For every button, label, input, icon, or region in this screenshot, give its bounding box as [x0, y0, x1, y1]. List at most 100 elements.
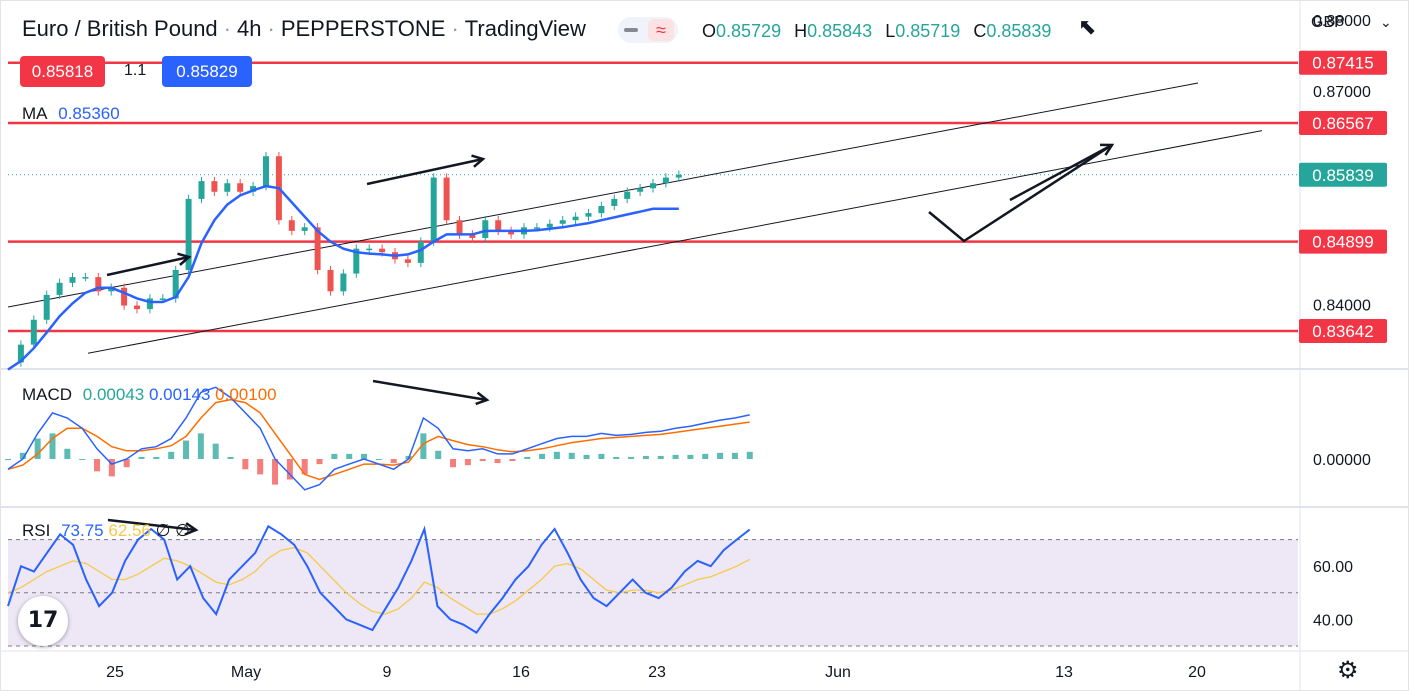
candle-body — [546, 223, 553, 228]
macd-histogram-bar — [79, 459, 86, 460]
projection-arrow — [1009, 143, 1113, 202]
market-status-toggle[interactable]: ≈ — [618, 17, 678, 43]
macd-axis-tick: 0.00000 — [1313, 452, 1371, 469]
candle-body — [211, 181, 218, 192]
macd-histogram-bar — [257, 459, 264, 475]
macd-histogram-bar — [539, 453, 546, 459]
macd-line — [7, 386, 750, 491]
divergence-arrow-head — [471, 154, 486, 168]
level-price-label — [1299, 229, 1387, 254]
candle-body — [404, 259, 411, 263]
currency-label[interactable]: GBP — [1311, 14, 1345, 31]
low-value: 0.85719 — [895, 21, 961, 41]
macd-histogram-bar — [717, 452, 724, 459]
low-label: L — [885, 21, 896, 41]
candle-body — [585, 213, 592, 217]
divergence-arrow — [366, 157, 484, 186]
rsi-ma-value: 62.56 — [108, 521, 151, 540]
rsi-name: RSI — [22, 521, 51, 540]
tradingview-logo-icon[interactable]: 17 — [18, 596, 68, 646]
macd-histogram-bar — [702, 453, 709, 459]
candle-body — [159, 298, 166, 300]
macd-divergence-arrow-head — [475, 391, 490, 406]
candle-body — [95, 277, 102, 292]
macd-histogram-bar — [524, 456, 531, 459]
macd-histogram-bar — [138, 456, 145, 459]
macd-histogram-bar — [553, 451, 560, 459]
macd-histogram-bar — [242, 459, 249, 470]
macd-histogram-bar — [583, 454, 590, 459]
macd-histogram-bar — [464, 459, 471, 466]
ma-legend[interactable]: MA 0.85360 — [22, 104, 120, 124]
macd-histogram-bar — [123, 459, 130, 468]
candle-body — [559, 220, 566, 224]
platform: TradingView — [464, 16, 586, 41]
mouse-pointer-icon: ⬉ — [1078, 14, 1097, 39]
macd-histogram-bar — [657, 455, 664, 459]
candle-body — [288, 220, 295, 231]
macd-histogram-bar — [108, 459, 115, 477]
gear-icon[interactable]: ⚙ — [1337, 657, 1359, 684]
macd-histogram-bar — [94, 459, 101, 472]
candle-body — [662, 177, 669, 184]
macd-histogram-bar — [361, 453, 368, 459]
sell-button[interactable]: 0.85818 — [20, 56, 105, 87]
macd-histogram-bar — [479, 459, 486, 462]
macd-histogram-bar — [613, 456, 620, 459]
macd-histogram-bar — [286, 459, 293, 480]
moving-average-line — [7, 184, 679, 371]
macd-histogram-bar — [435, 450, 442, 459]
candle-body — [56, 282, 63, 295]
candle-body — [379, 248, 386, 253]
macd-histogram-bar — [420, 433, 427, 459]
time-axis-tick: 9 — [383, 664, 392, 681]
candle-body — [172, 270, 179, 299]
macd-histogram-bar — [19, 452, 26, 459]
last-price-text: 0.85839 — [1312, 166, 1373, 185]
macd-histogram-bar — [598, 453, 605, 459]
macd-histogram-bar — [509, 459, 516, 462]
spread-value: 1.1 — [124, 62, 147, 79]
rsi-empty-values: ∅ ∅ — [155, 521, 190, 540]
candle-body — [417, 241, 424, 263]
candle-body — [675, 174, 682, 178]
macd-line-value: 0.00143 — [148, 385, 211, 404]
rsi-value: 73.75 — [61, 521, 104, 540]
macd-histogram-bar — [346, 453, 353, 459]
candle-body — [624, 191, 631, 199]
ma-value: 0.85360 — [58, 104, 120, 123]
macd-histogram-bar — [672, 454, 679, 459]
time-axis-tick: Jun — [825, 664, 851, 681]
chevron-down-icon[interactable]: ⌄ — [1380, 14, 1392, 30]
rsi-axis-tick: 40.00 — [1313, 612, 1353, 629]
interval[interactable]: 4h — [237, 16, 262, 41]
buy-button[interactable]: 0.85829 — [162, 56, 252, 87]
rsi-legend[interactable]: RSI 73.75 62.56 ∅ ∅ — [22, 521, 190, 541]
macd-histogram-bar — [301, 459, 308, 475]
candle-body — [456, 220, 463, 235]
macd-legend[interactable]: MACD 0.00043 0.00143 0.00100 — [22, 385, 277, 405]
macd-histogram-bar — [494, 459, 501, 464]
separator: · — [451, 16, 459, 41]
candle-body — [121, 287, 128, 306]
time-axis-tick: 23 — [648, 664, 666, 681]
macd-histogram-bar — [183, 440, 190, 459]
level-price-text: 0.86567 — [1312, 114, 1373, 133]
macd-histogram-bar — [168, 451, 175, 459]
candle-body — [482, 220, 489, 238]
symbol-header[interactable]: Euro / British Pound · 4h · PEPPERSTONE … — [22, 16, 586, 42]
candle-body — [366, 248, 373, 251]
channel-lower-line — [87, 130, 1263, 354]
rsi-divergence-arrow — [107, 518, 197, 532]
projection-path — [928, 143, 1113, 243]
wave-icon: ≈ — [648, 19, 674, 41]
level-price-label — [1299, 319, 1387, 344]
level-price-label — [1299, 111, 1387, 136]
macd-histogram-bar — [49, 433, 56, 459]
price-axis-tick: 0.87000 — [1313, 84, 1371, 101]
candle-body — [69, 277, 76, 283]
candle-body — [611, 198, 618, 206]
high-label: H — [794, 21, 808, 41]
symbol-name[interactable]: Euro / British Pound — [22, 16, 218, 41]
